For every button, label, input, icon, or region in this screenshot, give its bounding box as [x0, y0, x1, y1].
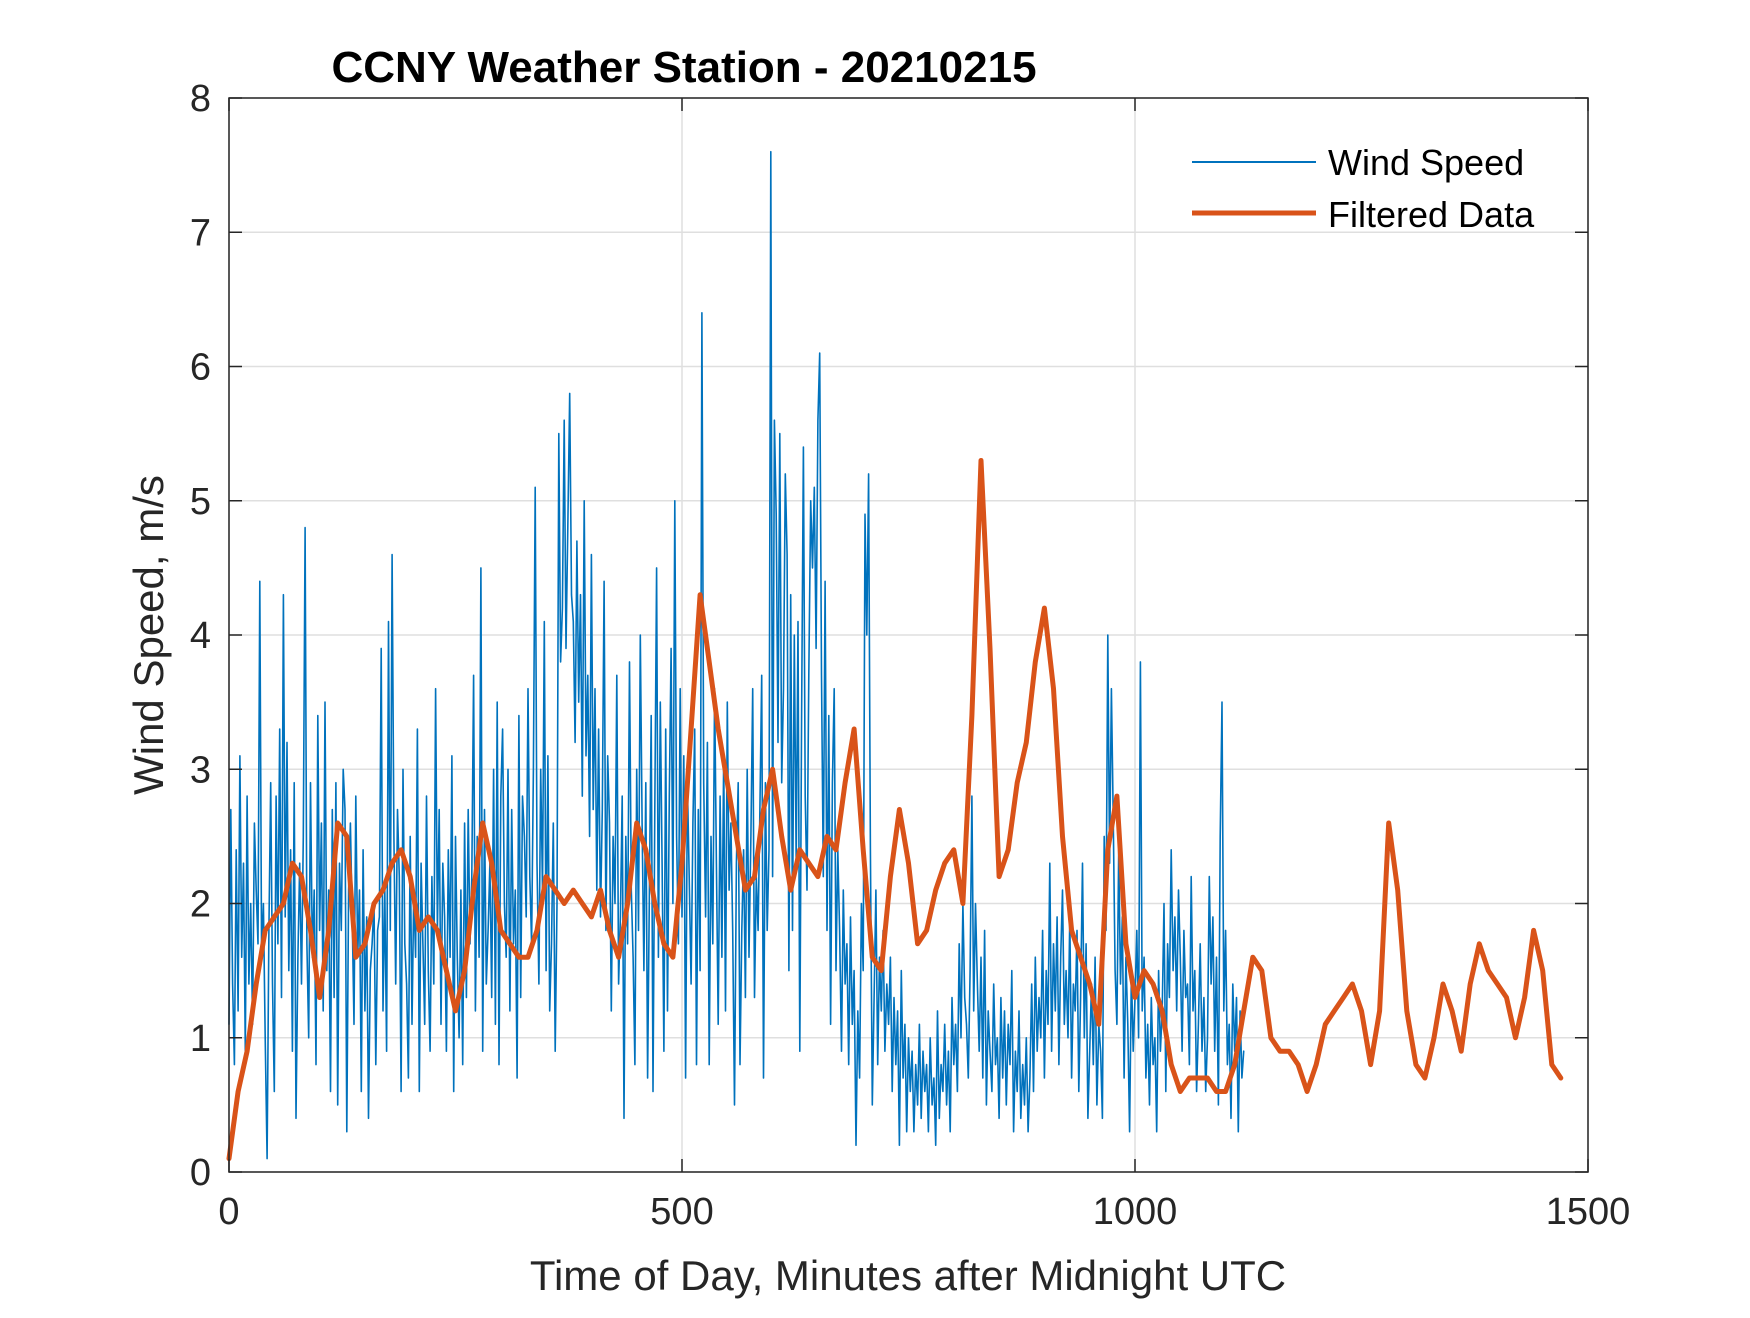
y-tick-label: 1: [190, 1018, 211, 1060]
legend-label-filtered-data: Filtered Data: [1328, 194, 1535, 235]
y-tick-label: 0: [190, 1152, 211, 1194]
legend: Wind Speed Filtered Data: [1192, 142, 1535, 235]
x-tick-label: 1000: [1093, 1191, 1178, 1233]
x-tick-label: 1500: [1546, 1191, 1631, 1233]
plot-area: [226, 150, 1564, 1162]
x-axis-label: Time of Day, Minutes after Midnight UTC: [530, 1252, 1286, 1299]
x-tick-label: 500: [650, 1191, 713, 1233]
filtered-data-series-line: [226, 458, 1564, 1162]
y-tick-label: 8: [190, 78, 211, 120]
y-axis-label: Wind Speed, m/s: [125, 475, 172, 795]
wind-speed-series-line: [228, 150, 1245, 1160]
y-tick-label: 5: [190, 481, 211, 523]
gridlines: [228, 97, 1589, 1173]
y-tick-label: 2: [190, 884, 211, 926]
y-tick-label: 7: [190, 212, 211, 254]
legend-label-wind-speed: Wind Speed: [1328, 142, 1524, 183]
y-tick-label: 3: [190, 749, 211, 791]
ticks: 0 500 1000 1500 0 1 2 3 4 5 6 7 8: [190, 78, 1630, 1233]
y-tick-label: 4: [190, 615, 211, 657]
y-tick-label: 6: [190, 347, 211, 389]
chart-title: CCNY Weather Station - 20210215: [331, 43, 1036, 92]
x-tick-label: 0: [218, 1191, 239, 1233]
